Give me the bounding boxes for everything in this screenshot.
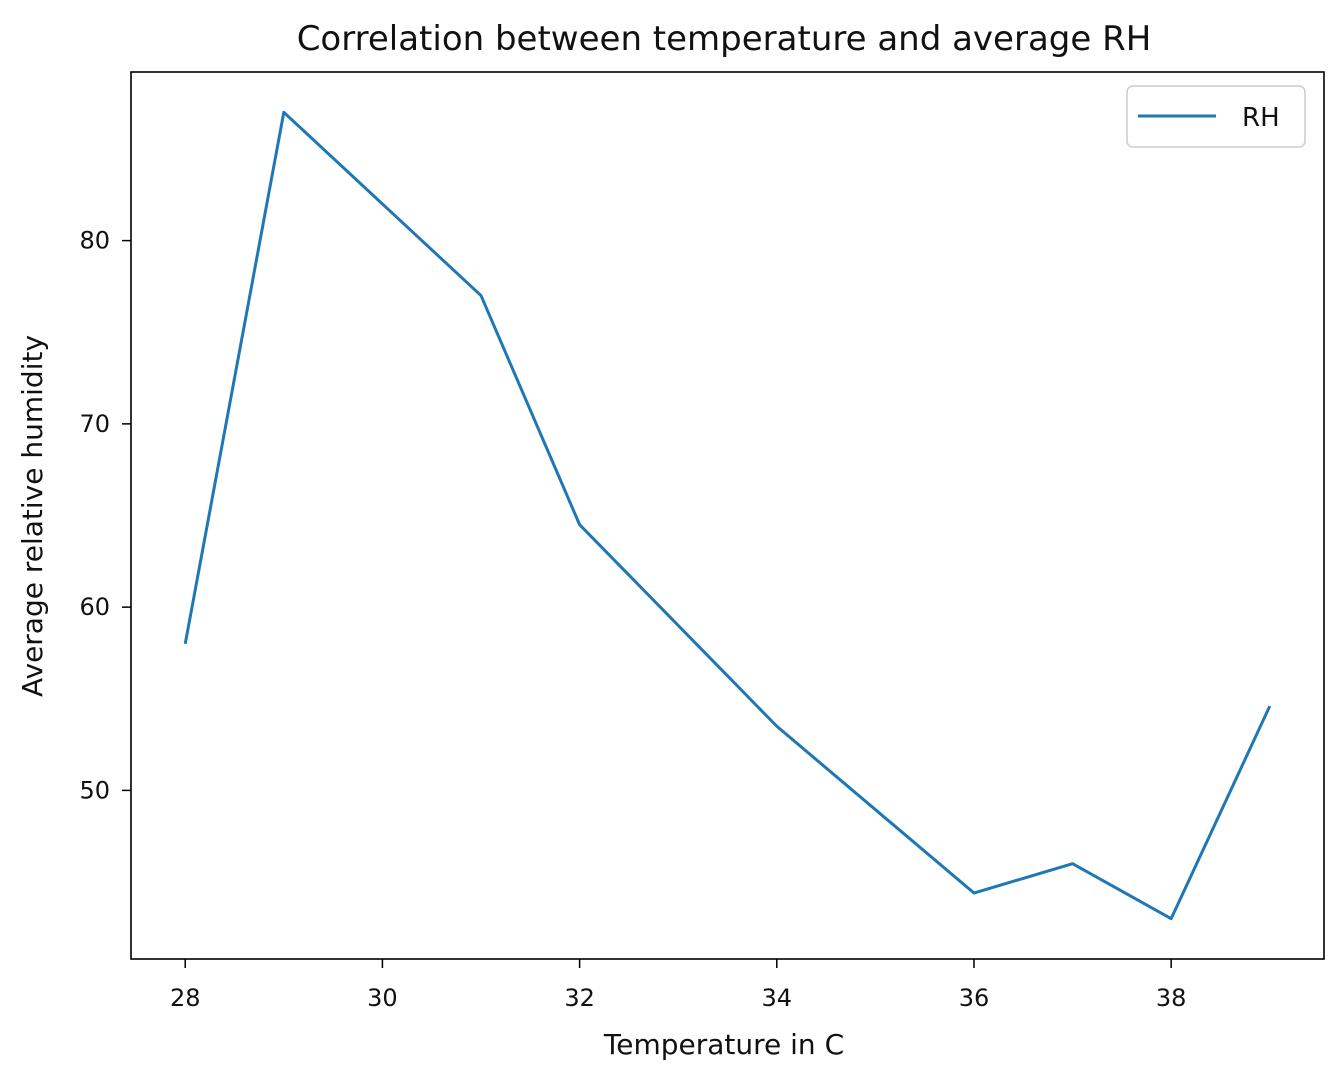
chart-title: Correlation between temperature and aver… — [297, 19, 1152, 59]
plot-frame — [130, 71, 1325, 960]
legend-label-rh: RH — [1242, 103, 1280, 133]
x-tick-label: 36 — [959, 984, 990, 1012]
plot-area: 28 30 32 34 36 38 50 60 70 80 — [79, 71, 1325, 1012]
x-tick-label: 32 — [564, 984, 595, 1012]
x-tick-label: 28 — [170, 984, 201, 1012]
y-tick-label: 60 — [79, 593, 110, 621]
y-tick-label: 80 — [79, 227, 110, 255]
x-tick-label: 34 — [762, 984, 793, 1012]
x-tick-label: 38 — [1156, 984, 1187, 1012]
x-axis-label: Temperature in C — [603, 1028, 844, 1061]
y-tick-label: 70 — [79, 410, 110, 438]
y-axis-ticks: 50 60 70 80 — [79, 227, 131, 804]
legend: RH — [1126, 85, 1306, 148]
x-axis-ticks: 28 30 32 34 36 38 — [170, 959, 1186, 1012]
series-layer — [183, 110, 1272, 921]
y-tick-label: 50 — [79, 776, 110, 804]
series-line-rh — [183, 110, 1272, 921]
y-axis-label: Average relative humidity — [16, 335, 49, 697]
x-tick-label: 30 — [367, 984, 398, 1012]
